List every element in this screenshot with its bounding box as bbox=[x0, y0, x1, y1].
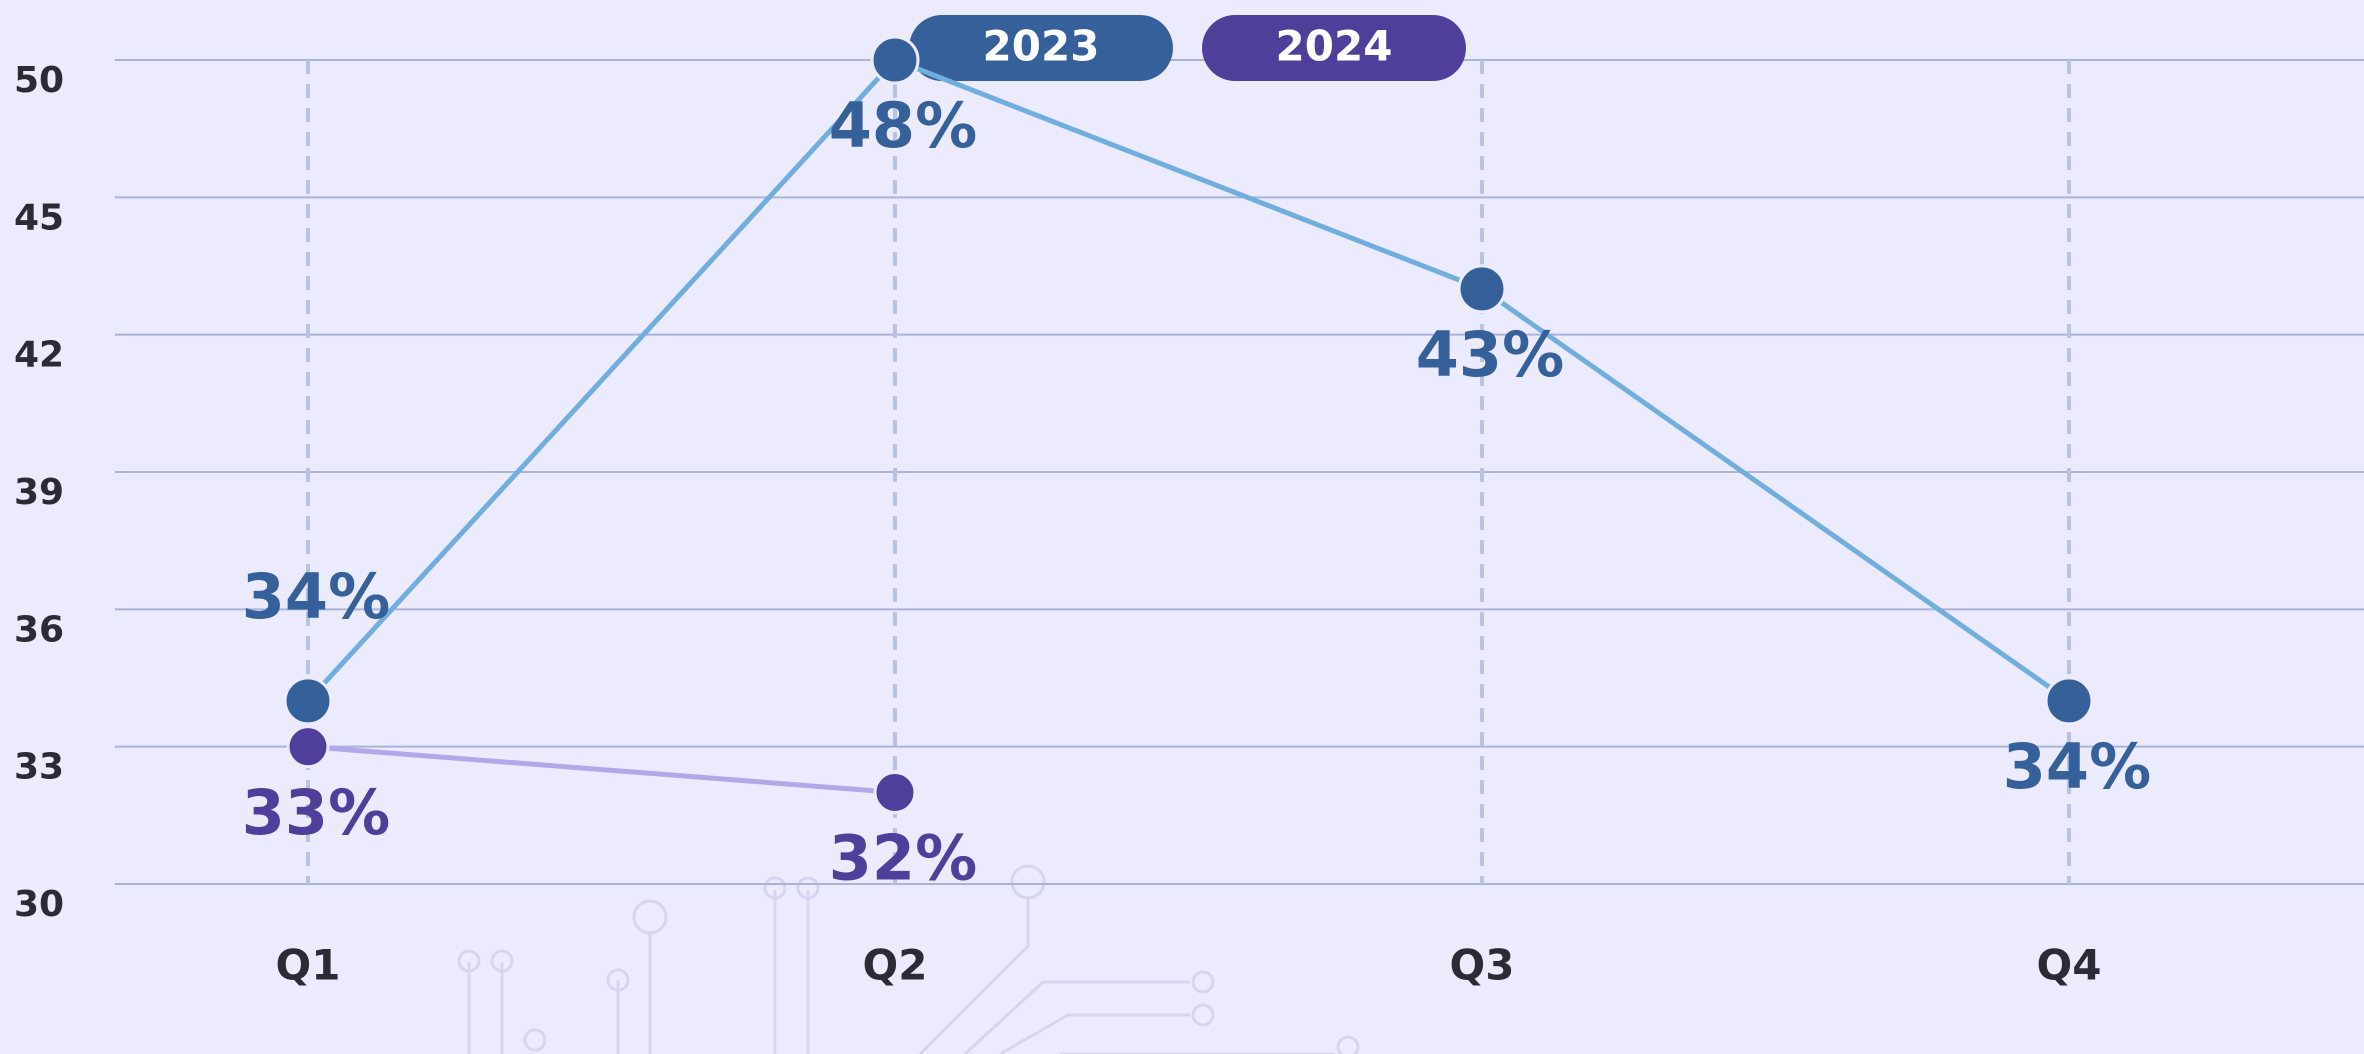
data-point bbox=[288, 727, 328, 767]
x-tick-label: Q4 bbox=[2037, 941, 2102, 990]
value-label: 43% bbox=[1416, 318, 1564, 391]
data-point bbox=[875, 772, 915, 812]
x-tick-label: Q3 bbox=[1450, 941, 1515, 990]
value-label: 34% bbox=[2003, 730, 2151, 803]
legend-label: 2023 bbox=[983, 22, 1100, 71]
data-point bbox=[872, 37, 918, 83]
y-tick-label: 33 bbox=[14, 747, 64, 788]
value-label: 48% bbox=[829, 89, 977, 162]
data-point bbox=[285, 678, 331, 724]
y-tick-label: 39 bbox=[14, 472, 64, 513]
y-tick-label: 45 bbox=[14, 197, 64, 238]
legend-label: 2024 bbox=[1276, 22, 1393, 71]
value-label: 32% bbox=[829, 822, 977, 895]
x-tick-label: Q2 bbox=[863, 941, 928, 990]
y-tick-label: 30 bbox=[14, 884, 64, 925]
y-tick-label: 42 bbox=[14, 335, 64, 376]
data-point bbox=[1459, 266, 1505, 312]
y-tick-label: 36 bbox=[14, 609, 64, 650]
value-label: 33% bbox=[242, 776, 390, 849]
x-tick-label: Q1 bbox=[276, 941, 341, 990]
background bbox=[0, 0, 2364, 1054]
value-label: 34% bbox=[242, 560, 390, 633]
data-point bbox=[2046, 678, 2092, 724]
chart: 30 33 36 39 42 45 50 Q1 Q2 Q3 Q4 2023 2024 34% 48% 43% 3… bbox=[0, 0, 2364, 1054]
y-tick-label: 50 bbox=[14, 60, 64, 101]
